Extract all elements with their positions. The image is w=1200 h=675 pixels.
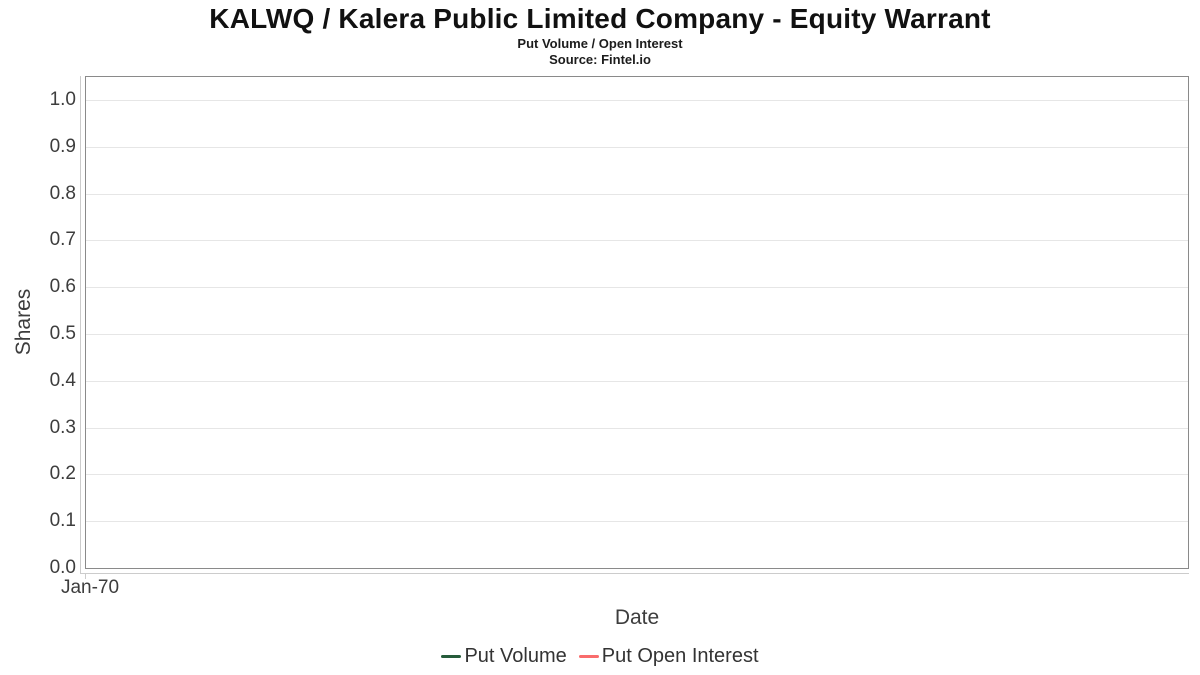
y-tick-label: 0.7 <box>49 229 76 251</box>
gridline <box>86 474 1188 476</box>
y-tick-label: 0.1 <box>49 510 76 532</box>
legend-label-put-open-interest: Put Open Interest <box>601 645 759 667</box>
x-axis-line <box>80 573 1189 574</box>
y-tick-label: 0.6 <box>49 276 76 298</box>
gridline <box>86 240 1188 242</box>
legend-label-put-volume: Put Volume <box>464 645 567 667</box>
y-axis-title: Shares <box>12 288 35 356</box>
gridline <box>86 100 1188 101</box>
chart-title: KALWQ / Kalera Public Limited Company - … <box>209 3 991 34</box>
y-tick-label: 0.8 <box>49 182 76 204</box>
gridline <box>86 287 1188 289</box>
gridline <box>86 380 1188 382</box>
gridline <box>86 521 1188 523</box>
plot-area <box>85 76 1189 569</box>
y-axis-line <box>80 76 81 573</box>
y-tick-label: 0.9 <box>49 135 76 157</box>
put-open-interest-line-icon <box>578 655 599 658</box>
gridline <box>86 427 1188 429</box>
chart-subtitle: Put Volume / Open Interest <box>517 36 683 51</box>
y-tick-label: 1.0 <box>49 89 76 110</box>
chart-source: Source: Fintel.io <box>549 52 651 67</box>
legend-item-put-open-interest[interactable]: Put Open Interest <box>578 645 759 668</box>
y-tick-label: 0.2 <box>49 463 76 485</box>
put-volume-line-icon <box>441 655 462 658</box>
y-tick-label: 0.4 <box>49 369 76 391</box>
gridline <box>86 334 1188 335</box>
x-axis-tick <box>85 573 86 579</box>
x-tick-label: Jan-70 <box>60 577 120 598</box>
y-tick-label: 0.0 <box>49 557 76 578</box>
y-tick-label: 0.3 <box>49 416 76 438</box>
y-tick-label: 0.5 <box>49 323 76 344</box>
legend: Put Volume Put Open Interest <box>0 645 1200 668</box>
legend-item-put-volume[interactable]: Put Volume <box>441 645 567 668</box>
gridline <box>86 146 1188 148</box>
x-axis-title: Date <box>614 606 660 629</box>
gridline <box>86 193 1188 195</box>
